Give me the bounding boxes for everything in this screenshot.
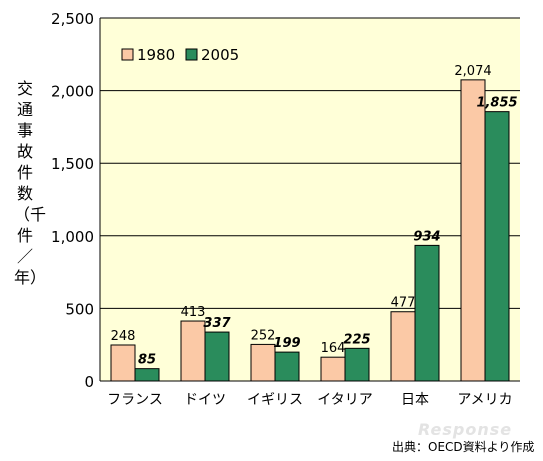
bar-1980-3 (320, 356, 346, 382)
legend: 1980 2005 (121, 46, 239, 64)
x-tick-label: フランス (107, 392, 163, 408)
y-tick-label: 2,000 (51, 83, 94, 101)
x-tick-label: イギリス (247, 392, 303, 408)
data-label-1980-5: 2,074 (454, 64, 491, 79)
bar-2005-5 (484, 111, 510, 382)
y-tick-label: 1,000 (51, 228, 94, 246)
bar-1980-2 (250, 343, 276, 382)
bar-1980-5 (460, 79, 486, 382)
legend-swatch-2005 (185, 48, 198, 61)
data-label-2005-0: 85 (138, 353, 156, 368)
y-tick-label: 0 (84, 373, 94, 391)
data-label-2005-5: 1,855 (476, 96, 517, 111)
data-label-2005-2: 199 (273, 336, 300, 351)
bar-1980-4 (390, 311, 416, 382)
x-tick-label: アメリカ (457, 392, 512, 408)
y-tick-label: 2,500 (51, 10, 94, 28)
axes (99, 18, 520, 382)
bar-1980-1 (180, 320, 206, 382)
legend-swatch-1980 (121, 48, 134, 61)
data-label-1980-4: 477 (391, 296, 416, 311)
bar-2005-0 (134, 368, 160, 382)
data-label-1980-3: 164 (321, 341, 346, 356)
x-tick-label: ドイツ (184, 392, 226, 408)
bar-2005-4 (414, 244, 440, 382)
y-tick-label: 500 (65, 300, 94, 318)
watermark-logo: Response (418, 420, 513, 439)
y-tick-label: 1,500 (51, 155, 94, 173)
data-label-2005-1: 337 (203, 316, 231, 331)
plot-area (100, 18, 520, 381)
data-label-2005-4: 934 (413, 229, 440, 244)
data-label-2005-3: 225 (343, 332, 370, 347)
data-label-1980-2: 252 (251, 328, 276, 343)
source-note: 出典：OECD資料より作成 (392, 440, 535, 454)
x-tick-label: イタリア (317, 392, 372, 408)
legend-label-1980: 1980 (137, 46, 175, 64)
bar-1980-0 (110, 344, 136, 382)
y-axis-label: 交通事故件数（千件／年） (14, 79, 47, 287)
data-label-1980-0: 248 (111, 329, 136, 344)
bars (110, 79, 510, 382)
x-tick-labels: フランス ドイツ イギリス イタリア 日本 アメリカ (107, 392, 513, 408)
bar-2005-1 (204, 331, 230, 382)
data-label-1980-1: 413 (181, 305, 206, 320)
legend-label-2005: 2005 (201, 46, 239, 64)
bar-2005-2 (274, 351, 300, 382)
x-tick-label: 日本 (401, 392, 429, 408)
bar-2005-3 (344, 347, 370, 382)
y-tick-labels: 0 500 1,000 1,500 2,000 2,500 (51, 10, 94, 391)
gridlines (100, 17, 520, 309)
